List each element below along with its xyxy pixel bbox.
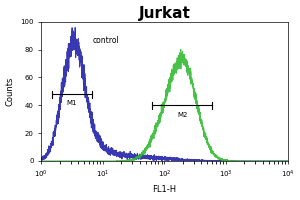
- Text: control: control: [92, 36, 119, 45]
- X-axis label: FL1-H: FL1-H: [152, 185, 176, 194]
- Y-axis label: Counts: Counts: [6, 77, 15, 106]
- Title: Jurkat: Jurkat: [139, 6, 190, 21]
- Text: M2: M2: [177, 112, 188, 118]
- Text: M1: M1: [67, 100, 77, 106]
